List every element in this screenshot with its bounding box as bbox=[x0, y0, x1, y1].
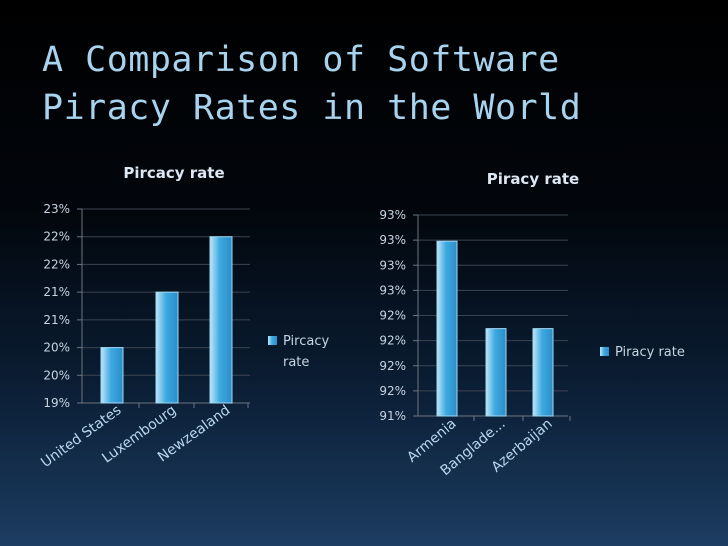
chart-1-y-tick-label: 22% bbox=[43, 257, 70, 271]
chart-2-y-tick-label: 93% bbox=[379, 283, 406, 297]
chart-2-y-tick-label: 93% bbox=[379, 258, 406, 272]
chart-1-title: Pircacy rate bbox=[123, 164, 224, 182]
chart-2-y-tick-label: 92% bbox=[379, 359, 406, 373]
chart-1-y-tick-label: 19% bbox=[43, 396, 70, 410]
chart-2-y-tick-label: 91% bbox=[379, 409, 406, 423]
chart-2-title: Piracy rate bbox=[487, 170, 579, 188]
chart-2-legend-swatch bbox=[600, 347, 609, 356]
chart-1-y-tick-label: 20% bbox=[43, 341, 70, 355]
chart-2-y-tick-label: 93% bbox=[379, 233, 406, 247]
chart-2-bar-azerbaijan bbox=[532, 328, 554, 417]
chart-2-y-tick-label: 92% bbox=[379, 384, 406, 398]
chart-1-y-tick-label: 20% bbox=[43, 368, 70, 382]
chart-1-y-tick-label: 21% bbox=[43, 313, 70, 327]
chart-1-bar-newzealand bbox=[209, 236, 233, 404]
chart-1-legend-label-line-1: Pircacy bbox=[283, 334, 329, 349]
chart-2-y-tick-label: 93% bbox=[379, 208, 406, 222]
chart-2-bar-bangladesh bbox=[485, 328, 507, 417]
chart-2-legend-label: Piracy rate bbox=[615, 345, 685, 360]
chart-2-bar-armenia bbox=[436, 240, 458, 417]
chart-1-y-tick-label: 22% bbox=[43, 230, 70, 244]
slide-title: A Comparison of Software Piracy Rates in… bbox=[42, 36, 702, 132]
slide-title-line-2: Piracy Rates in the World bbox=[42, 88, 582, 128]
chart-1-legend-swatch bbox=[268, 336, 277, 345]
chart-1-bar-united-states bbox=[100, 347, 124, 404]
slide-title-line-1: A Comparison of Software bbox=[42, 40, 560, 80]
chart-2-y-tick-label: 92% bbox=[379, 309, 406, 323]
chart-1-y-tick-label: 21% bbox=[43, 285, 70, 299]
chart-1-y-tick-label: 23% bbox=[43, 202, 70, 216]
chart-1-legend-label-line-2: rate bbox=[283, 355, 309, 370]
chart-1-bar-luxembourg bbox=[155, 291, 179, 404]
chart-2-y-tick-label: 92% bbox=[379, 334, 406, 348]
